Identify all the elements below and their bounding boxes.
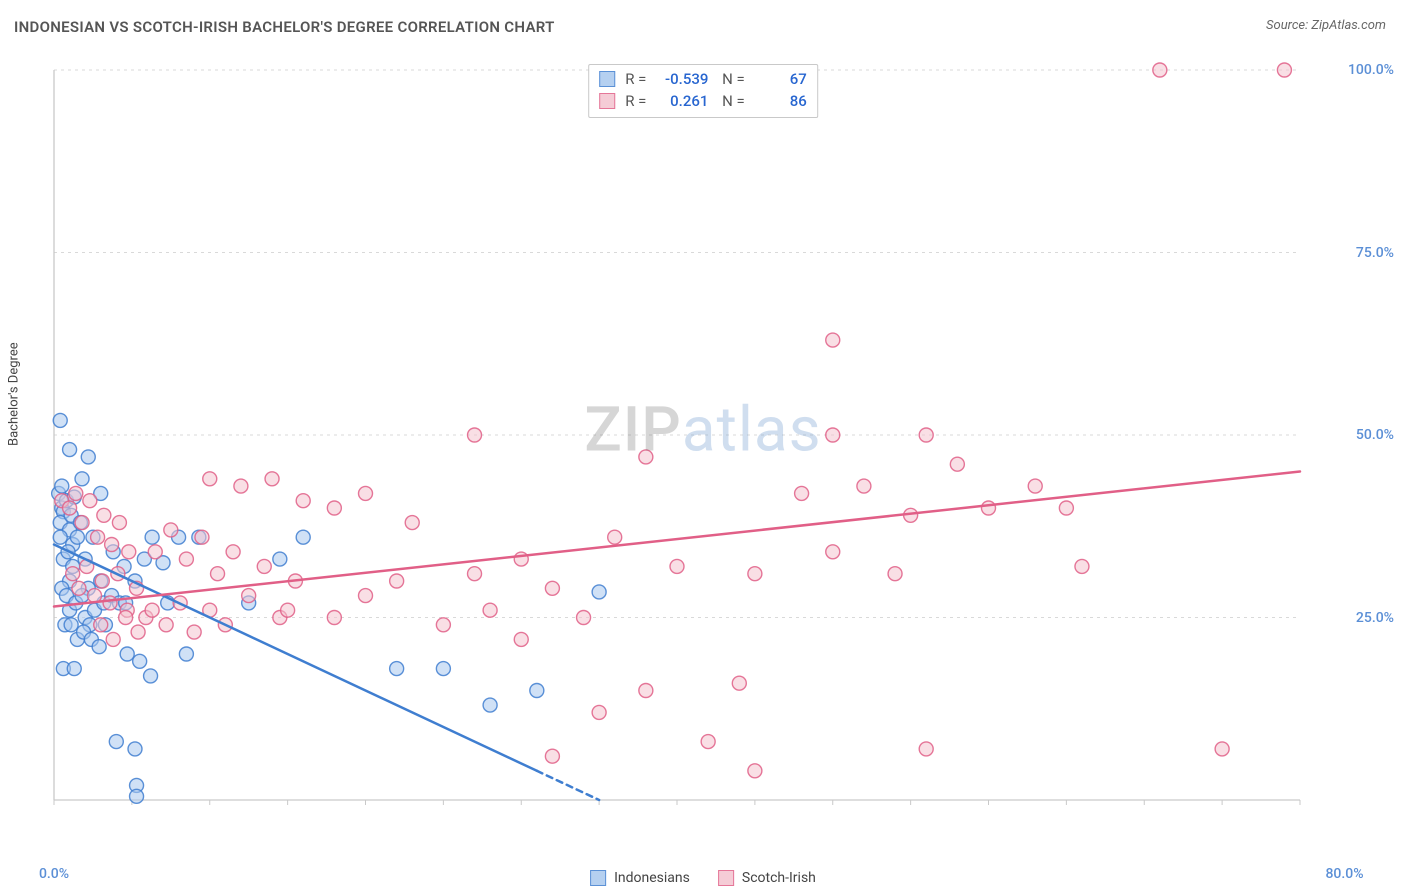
swatch-indonesians (599, 71, 615, 87)
stat-value-n-indonesians: 67 (755, 68, 807, 90)
legend-item-indonesians: Indonesians (590, 870, 690, 886)
y-tick-label: 50.0% (1356, 427, 1394, 443)
y-axis-label: Bachelor's Degree (7, 342, 22, 446)
swatch-scotch-irish (599, 93, 615, 109)
scatter-plot: ZIPatlas (48, 60, 1358, 830)
stat-value-r-scotch-irish: 0.261 (656, 90, 708, 112)
y-tick-label: 100.0% (1348, 62, 1394, 78)
legend-label-scotch-irish: Scotch-Irish (742, 870, 816, 886)
stat-label-n: N = (718, 90, 744, 112)
legend-item-scotch-irish: Scotch-Irish (718, 870, 816, 886)
stat-label-r: R = (625, 90, 646, 112)
x-tick-label: 80.0% (1325, 866, 1363, 882)
stats-row-indonesians: R = -0.539 N = 67 (599, 68, 807, 90)
chart-svg (48, 60, 1358, 830)
stat-label-r: R = (625, 68, 646, 90)
stats-legend: R = -0.539 N = 67 R = 0.261 N = 86 (588, 64, 818, 118)
chart-source: Source: ZipAtlas.com (1266, 18, 1386, 33)
x-tick-label: 0.0% (39, 866, 69, 882)
swatch-indonesians-icon (590, 870, 606, 886)
series-legend: Indonesians Scotch-Irish (590, 870, 816, 886)
stat-value-n-scotch-irish: 86 (755, 90, 807, 112)
stat-value-r-indonesians: -0.539 (656, 68, 708, 90)
legend-label-indonesians: Indonesians (614, 870, 690, 886)
stat-label-n: N = (718, 68, 744, 90)
swatch-scotch-irish-icon (718, 870, 734, 886)
y-tick-label: 75.0% (1356, 245, 1394, 261)
chart-title: INDONESIAN VS SCOTCH-IRISH BACHELOR'S DE… (14, 18, 555, 36)
stats-row-scotch-irish: R = 0.261 N = 86 (599, 90, 807, 112)
y-tick-label: 25.0% (1356, 610, 1394, 626)
